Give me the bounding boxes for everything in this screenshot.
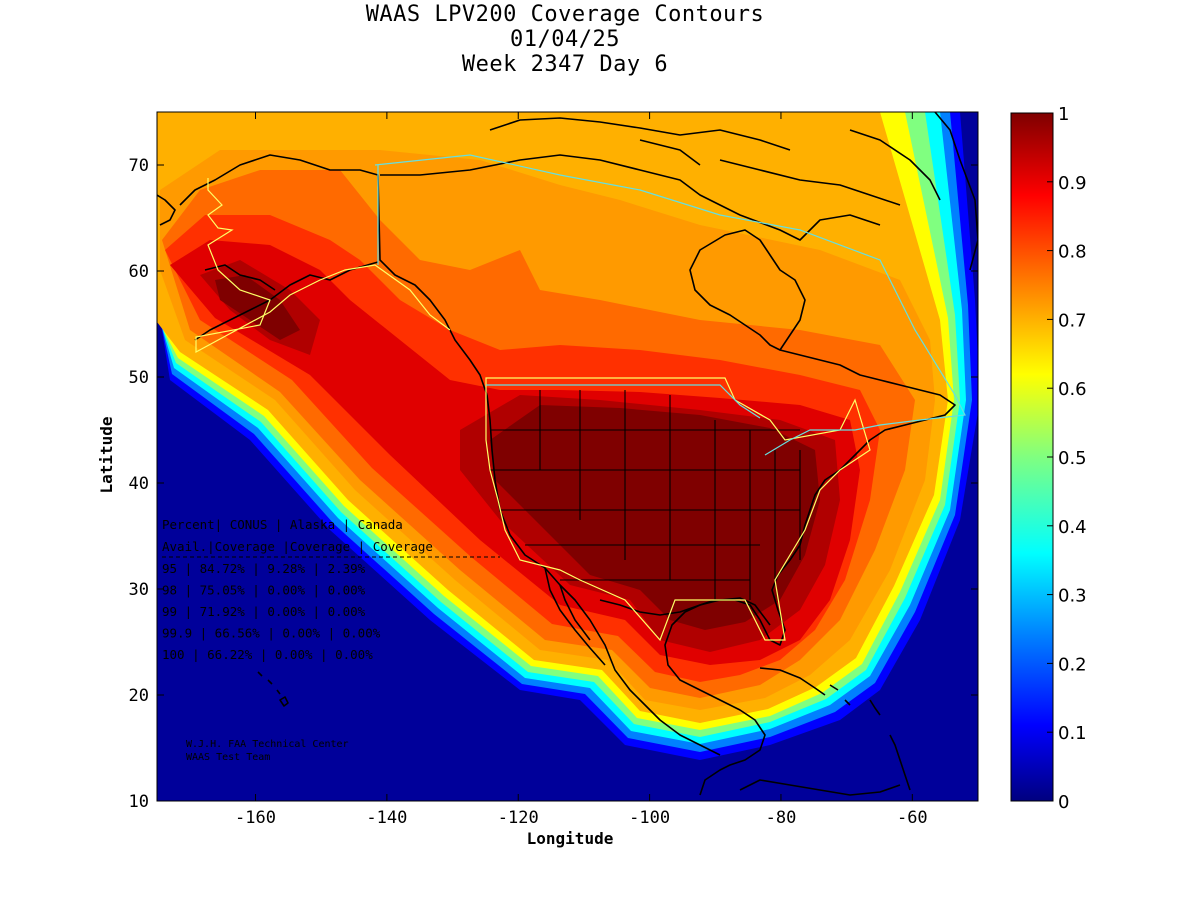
credit-line-2: WAAS Test Team [186,752,270,763]
coastline-gulf [599,597,771,626]
colorbar-ticks: 0 0.1 0.2 0.3 0.4 0.5 0.6 0.7 0.8 0.9 1 [1047,104,1087,813]
y-tick-label: 20 [129,686,149,706]
coastline-russia [157,194,176,226]
table-row: 100 | 66.22% | 0.00% | 0.00% [162,647,373,662]
y-axis-ticks: 10 20 30 40 50 60 70 [129,156,978,812]
x-axis-ticks: -160 -140 -120 -100 -80 -60 [235,112,928,828]
colorbar-tick-label: 0.9 [1058,173,1087,194]
x-tick-label: -140 [366,808,407,828]
table-row: 99.9 | 66.56% | 0.00% | 0.00% [162,626,381,641]
fir-borders [195,154,966,642]
colorbar [1010,112,1054,802]
plot-area: Percent| CONUS | Alaska | Canada Avail.|… [157,112,978,801]
coastline-hudson-bay [689,229,806,351]
table-rows: 95 | 84.72% | 9.28% | 2.39% 98 | 75.05% … [162,561,381,662]
coastline-east [664,349,956,796]
y-tick-label: 10 [129,792,149,812]
coastline-cuba [759,667,826,696]
colorbar-tick-label: 0.1 [1058,723,1087,744]
state-boundaries [490,390,801,600]
x-tick-label: -100 [629,808,670,828]
credit-line-1: W.J.H. FAA Technical Center [186,739,349,750]
chart-title: WAAS LPV200 Coverage Contours 01/04/25 W… [0,2,1130,77]
y-tick-label: 60 [129,262,149,282]
table-row: 99 | 71.92% | 0.00% | 0.00% [162,604,366,619]
y-tick-label: 40 [129,474,149,494]
colorbar-tick-label: 1 [1058,104,1069,125]
table-row: 95 | 84.72% | 9.28% | 2.39% [162,561,366,576]
y-tick-label: 70 [129,156,149,176]
colorbar-tick-label: 0 [1058,792,1069,813]
x-tick-label: -160 [235,808,276,828]
coastline-alaska [179,154,488,396]
table-header-row-2: Avail.|Coverage |Coverage | Coverage [162,539,433,554]
colorbar-tick-label: 0.8 [1058,242,1087,263]
colorbar-tick-label: 0.5 [1058,448,1087,469]
y-tick-label: 50 [129,368,149,388]
colorbar-tick-label: 0.6 [1058,379,1087,400]
x-tick-label: -80 [766,808,797,828]
border-cyan-canada [374,154,966,456]
y-axis-label: Latitude [97,416,116,493]
colorbar-tick-label: 0.4 [1058,517,1087,538]
contour-band-1.0 [215,275,820,630]
plot-frame [156,111,979,802]
x-tick-label: -60 [897,808,928,828]
coastlines [157,112,978,796]
colorbar-tick-label: 0.3 [1058,586,1087,607]
x-tick-label: -120 [498,808,539,828]
border-yellow-alaska [195,178,451,354]
coastline-canada-arctic [380,117,941,241]
coastline-caribbean [829,684,911,791]
coastline-greenland [934,112,978,271]
coastline-hawaii [257,671,289,707]
colorbar-tick-label: 0.2 [1058,654,1087,675]
table-row: 98 | 75.05% | 0.00% | 0.00% [162,583,366,598]
coastline-south-america [739,779,901,796]
title-line-1: WAAS LPV200 Coverage Contours [365,2,765,27]
state-lines-horizontal [490,429,800,581]
title-line-2: 01/04/25 [510,27,620,52]
title-line-3: Week 2347 Day 6 [461,52,669,77]
colorbar-tick-label: 0.7 [1058,310,1087,331]
coastline-baja [544,567,606,666]
x-axis-label: Longitude [527,829,614,848]
y-tick-label: 30 [129,580,149,600]
table-header-row-1: Percent| CONUS | Alaska | Canada [162,517,403,532]
coastline-west-conus [486,394,721,756]
coverage-table: Percent| CONUS | Alaska | Canada Avail.|… [162,517,500,662]
